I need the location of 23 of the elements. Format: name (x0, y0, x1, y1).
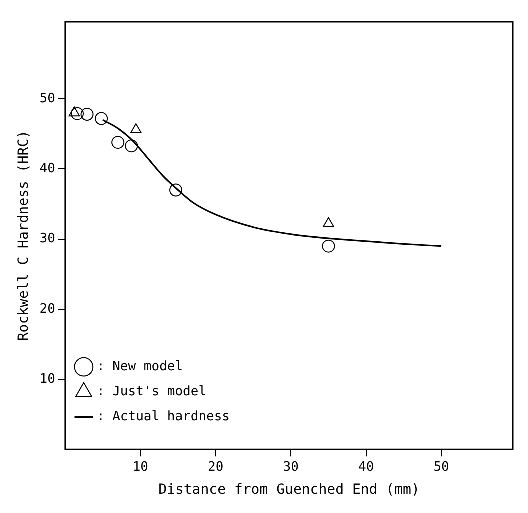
y-tick-label: 40 (40, 162, 56, 177)
y-tick-label: 10 (40, 372, 56, 387)
point (80, 108, 94, 122)
point (125, 140, 138, 153)
legend-label: : Actual hardness (96, 409, 230, 424)
point (112, 136, 125, 150)
x-tick-label: 20 (208, 460, 224, 475)
legend-label: : Just's model (96, 384, 207, 400)
y-tick-label: 30 (40, 232, 56, 247)
point (170, 184, 183, 197)
x-tick-label: 40 (358, 460, 374, 475)
point (68, 106, 80, 117)
point (95, 112, 108, 126)
x-tick-label: 30 (283, 460, 299, 475)
y-tick-label: 20 (40, 302, 56, 317)
point (322, 240, 336, 253)
x-tick-label: 50 (434, 460, 450, 475)
x-tick-label: 10 (132, 460, 148, 475)
legend-label: : New model (96, 359, 184, 374)
x-axis-title: Distance from Guenched End (mm) (158, 482, 420, 498)
point (70, 107, 84, 120)
y-axis-title: Rockwell C Hardness (HRC) (16, 130, 32, 342)
y-tick-label: 50 (40, 91, 56, 106)
